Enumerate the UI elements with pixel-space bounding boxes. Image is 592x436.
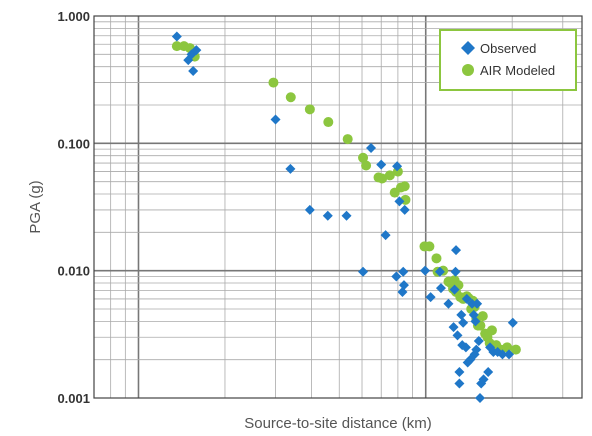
observed-point: [452, 330, 463, 341]
observed-point: [470, 316, 481, 327]
modeled-point: [285, 92, 296, 103]
observed-point: [471, 344, 482, 355]
observed-point: [425, 292, 436, 303]
y-tick-labels: 1.000 0.100 0.010 0.001: [57, 9, 90, 406]
observed-point: [397, 286, 408, 297]
modeled-point: [304, 104, 315, 115]
legend-diamond-marker: [461, 41, 475, 55]
observed-point: [435, 283, 446, 294]
observed-point: [188, 65, 199, 76]
observed-point: [449, 284, 460, 295]
observed-point: [443, 298, 454, 309]
y-axis-label: PGA (g): [27, 180, 44, 233]
modeled-point: [377, 173, 388, 184]
observed-point: [191, 45, 202, 56]
observed-point: [448, 322, 459, 333]
modeled-point: [399, 181, 410, 192]
observed-point: [504, 349, 515, 360]
observed-point: [467, 298, 478, 309]
observed-point: [398, 280, 409, 291]
observed-point: [394, 196, 405, 207]
modeled-point: [268, 77, 279, 88]
legend-box: [439, 29, 577, 91]
observed-point: [461, 293, 472, 304]
observed-point: [366, 142, 377, 153]
observed-point: [458, 317, 469, 328]
legend-item: AIR Modeled: [462, 63, 555, 78]
modeled-point: [502, 342, 513, 353]
observed-point: [460, 342, 471, 353]
series-diamond-points: [171, 31, 518, 403]
observed-point: [376, 159, 387, 170]
modeled-point: [384, 170, 395, 181]
observed-point: [483, 367, 494, 378]
modeled-point: [358, 152, 369, 163]
modeled-point: [510, 344, 521, 355]
modeled-point: [323, 117, 334, 128]
observed-point: [171, 31, 182, 42]
observed-point: [391, 271, 402, 282]
legend-item: Observed: [461, 41, 536, 56]
x-axis-label: Source-to-site distance (km): [244, 415, 432, 432]
modeled-point: [431, 253, 442, 264]
modeled-point: [361, 160, 372, 171]
observed-point: [398, 266, 409, 277]
plot-frame: [93, 15, 583, 399]
legend-circle-marker: [462, 64, 474, 76]
observed-point: [358, 266, 369, 277]
observed-point: [420, 265, 431, 276]
observed-point: [507, 317, 518, 328]
legend: Observed AIR Modeled: [439, 29, 577, 91]
observed-point: [478, 374, 489, 385]
observed-point: [392, 161, 403, 172]
observed-point: [399, 204, 410, 215]
observed-point: [341, 210, 352, 221]
legend-label: AIR Modeled: [480, 63, 555, 78]
observed-point: [473, 336, 484, 347]
data-points: [171, 31, 521, 403]
observed-point: [451, 245, 462, 256]
observed-point: [454, 378, 465, 389]
y-tick-label: 0.100: [57, 136, 90, 151]
legend-label: Observed: [480, 41, 536, 56]
observed-point: [456, 309, 467, 320]
observed-point: [434, 266, 445, 277]
observed-point: [380, 230, 391, 241]
modeled-point: [477, 311, 488, 322]
legend-items: Observed AIR Modeled: [461, 41, 555, 78]
observed-point: [454, 367, 465, 378]
observed-point: [497, 349, 508, 360]
observed-point: [322, 210, 333, 221]
y-tick-label: 0.001: [57, 391, 90, 406]
y-tick-label: 1.000: [57, 9, 90, 24]
modeled-point: [486, 325, 497, 336]
modeled-point: [171, 41, 182, 52]
observed-point: [285, 163, 296, 174]
observed-point: [472, 298, 483, 309]
y-tick-label: 0.010: [57, 264, 90, 279]
observed-point: [270, 114, 281, 125]
modeled-point: [424, 241, 435, 252]
observed-point: [450, 266, 461, 277]
modeled-point: [342, 134, 353, 145]
observed-point: [474, 393, 485, 403]
observed-point: [304, 204, 315, 215]
